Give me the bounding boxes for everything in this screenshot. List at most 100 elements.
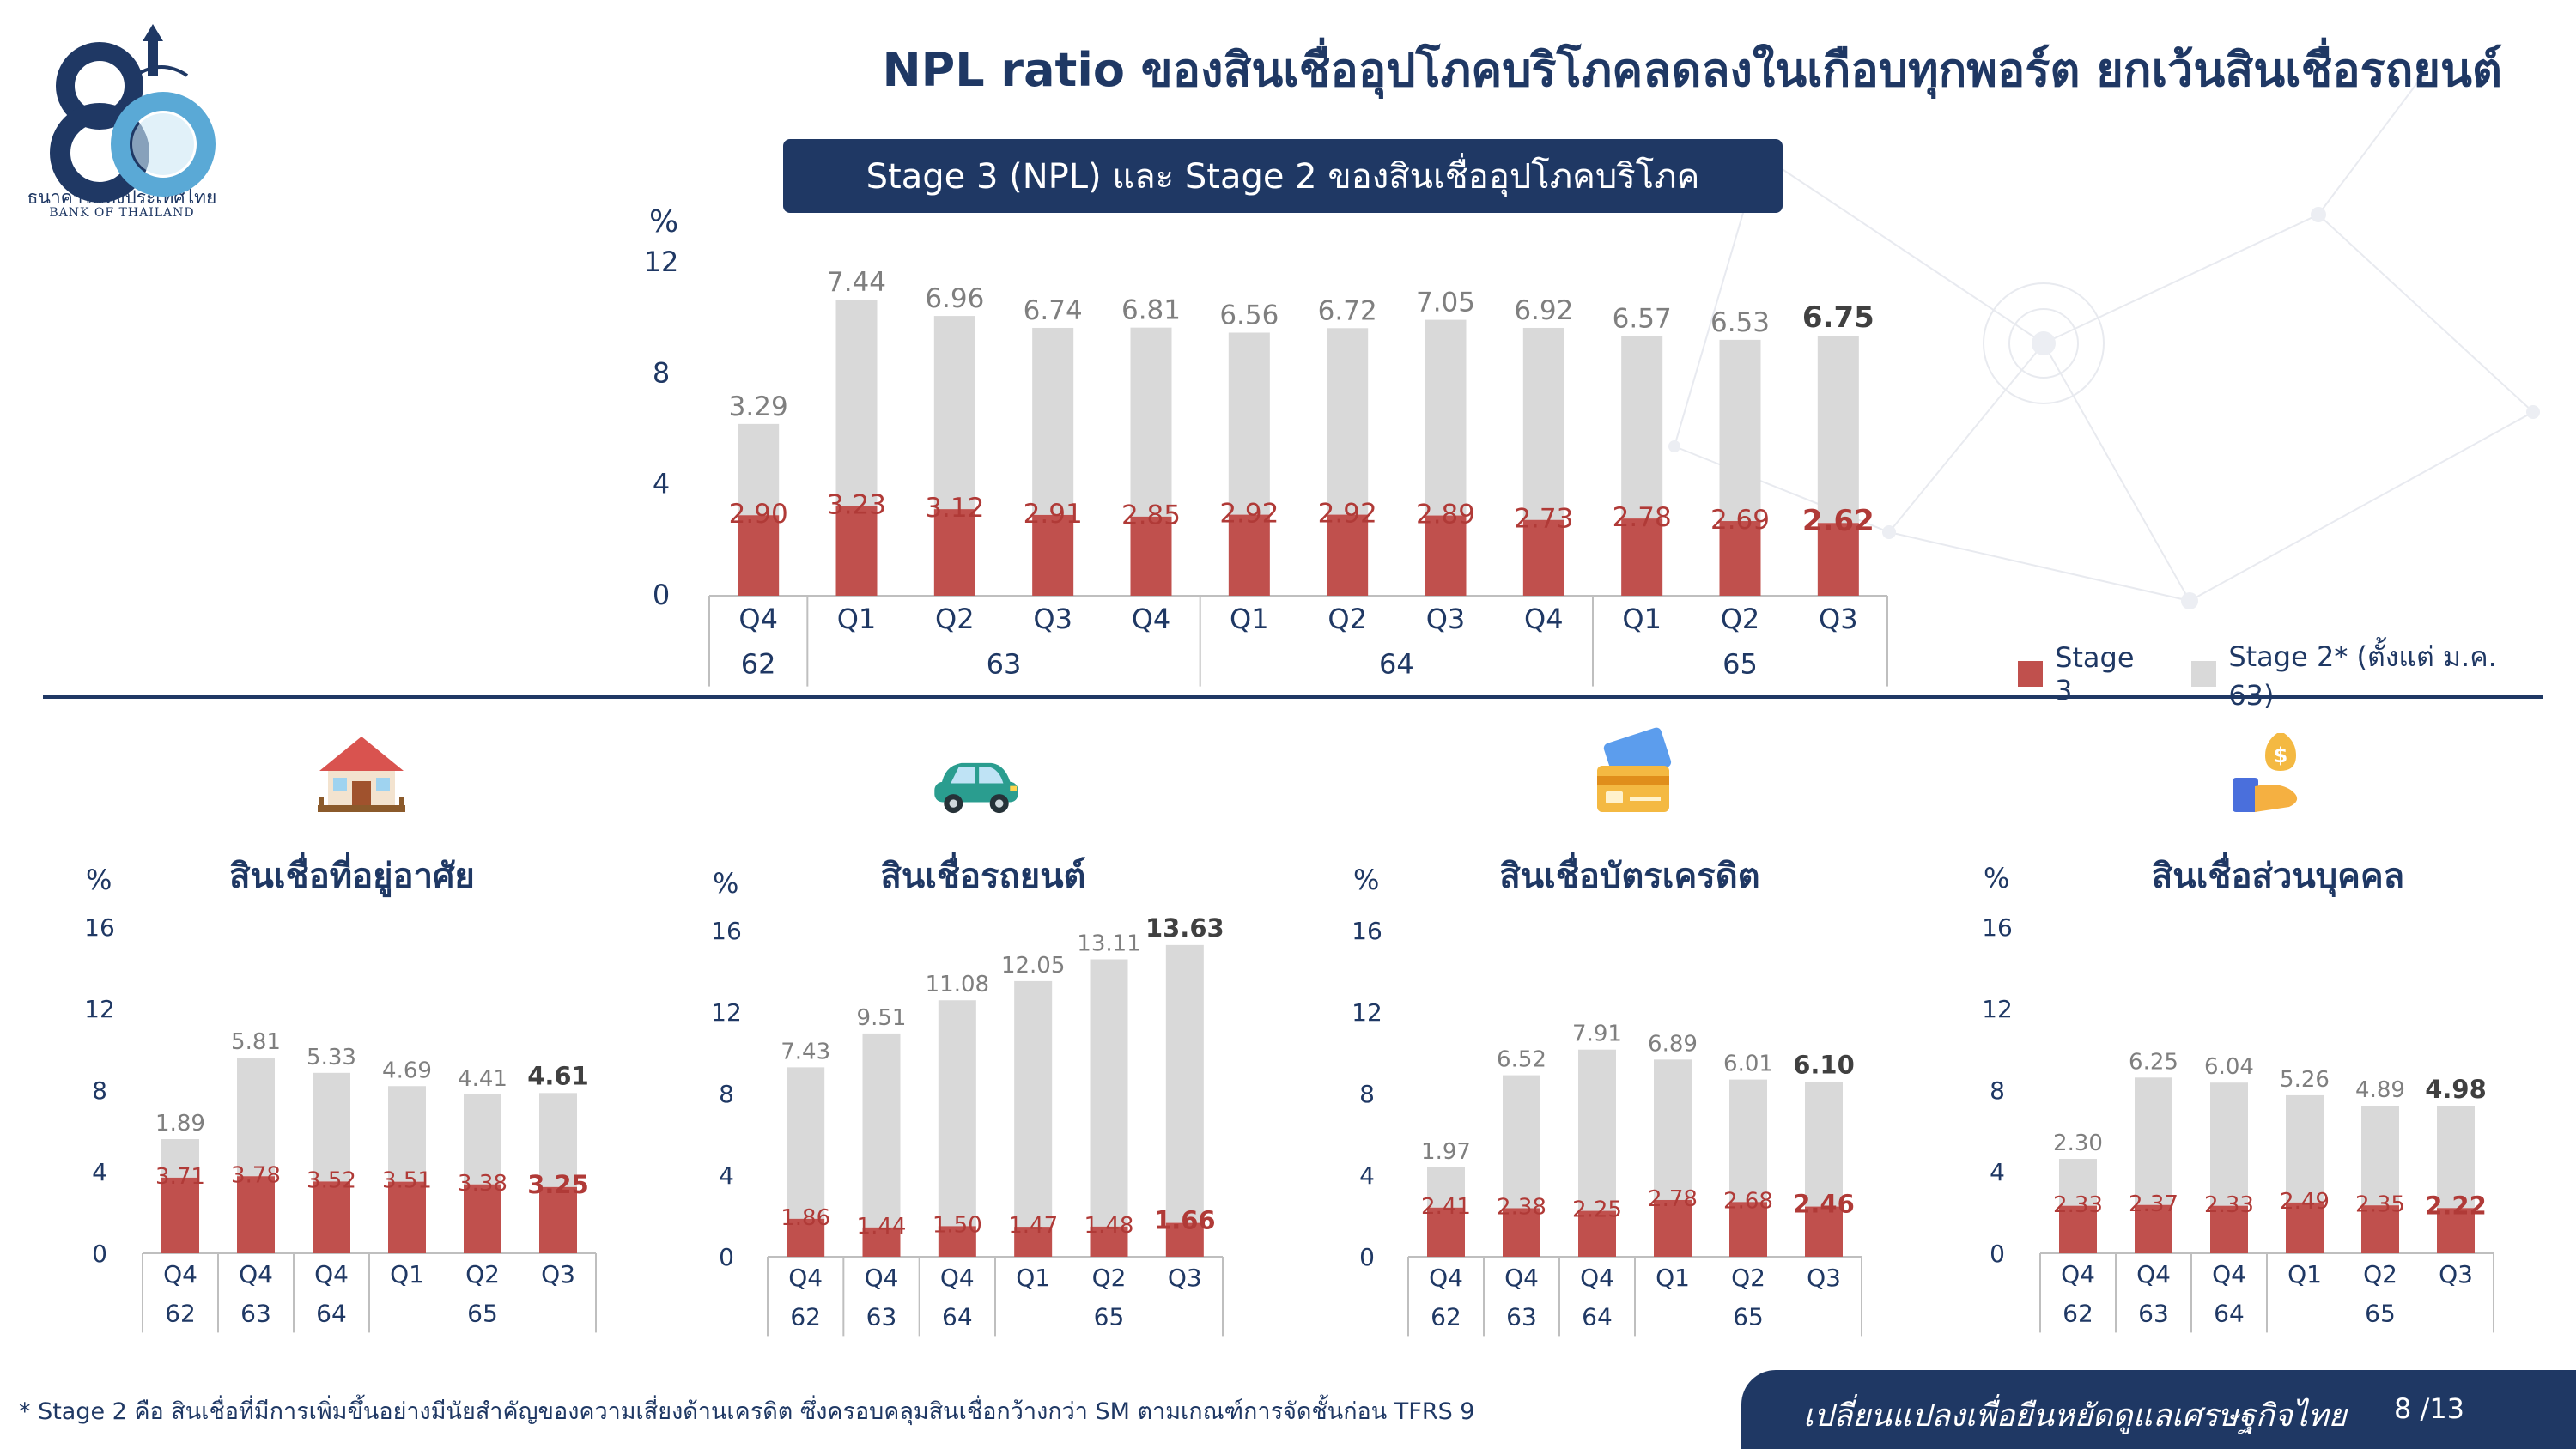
- auto-bar-stage3: [938, 1226, 976, 1257]
- page-title: NPL ratio ของสินเชื่ออุปโภคบริโภคลดลงในเ…: [882, 43, 2502, 97]
- auto-bar-stage3: [1090, 1226, 1128, 1257]
- main-x-tick-label: Q1: [1230, 603, 1269, 635]
- auto-x-tick-label: Q4: [940, 1264, 975, 1292]
- main-bar-stage2: [1327, 328, 1369, 515]
- personal-x-tick-label: Q2: [2363, 1260, 2397, 1288]
- housing-y-tick: 8: [92, 1076, 107, 1105]
- personal-bar-stage2: [2135, 1077, 2172, 1205]
- main-label-stage2: 7.05: [1416, 288, 1475, 318]
- personal-y-unit: %: [1984, 862, 2009, 894]
- main-bar-stage3: [835, 506, 878, 596]
- main-label-stage2: 7.44: [827, 267, 886, 298]
- housing-label-stage2: 1.89: [155, 1111, 205, 1137]
- housing-label-stage3: 3.25: [527, 1170, 589, 1199]
- main-x-tick-label: Q1: [837, 603, 877, 635]
- main-label-stage3: 2.78: [1613, 502, 1672, 533]
- main-label-stage3: 2.85: [1121, 500, 1181, 531]
- main-x-tick-label: Q4: [1524, 603, 1564, 635]
- housing-bar-stage2: [237, 1058, 275, 1177]
- personal-x-group-label: 65: [2365, 1300, 2396, 1328]
- personal-label-stage2: 2.30: [2053, 1131, 2103, 1156]
- housing-x-tick-label: Q4: [239, 1260, 273, 1288]
- personal-label-stage2: 6.25: [2129, 1049, 2178, 1075]
- housing-label-stage2: 4.69: [382, 1058, 432, 1083]
- auto-y-tick: 12: [711, 998, 742, 1027]
- chart-legend: Stage 3 Stage 2* (ตั้งแต่ ม.ค. 63): [2018, 635, 2576, 712]
- credit_card-bar-stage3: [1503, 1208, 1540, 1257]
- credit_card-label-stage2: 7.91: [1572, 1022, 1622, 1047]
- chart-subtitle: Stage 3 (NPL) และ Stage 2 ของสินเชื่ออุป…: [866, 157, 1700, 197]
- main-label-stage2: 6.74: [1024, 295, 1083, 326]
- personal-bar-stage3: [2437, 1208, 2475, 1253]
- personal-bar-stage3: [2210, 1205, 2248, 1253]
- auto-label-stage3: 1.50: [933, 1212, 982, 1238]
- main-label-stage3: 3.12: [925, 493, 984, 524]
- personal-label-stage2: 4.89: [2355, 1077, 2405, 1103]
- auto-bar-stage3: [787, 1218, 825, 1257]
- personal-x-tick-label: Q3: [2439, 1260, 2473, 1288]
- main-y-unit: %: [649, 204, 678, 239]
- main-x-group-label: 64: [1379, 647, 1414, 680]
- credit_card-label-stage2: 6.01: [1723, 1052, 1773, 1077]
- auto-x-tick-label: Q3: [1168, 1264, 1202, 1292]
- auto-loan-title: สินเชื่อรถยนต์: [880, 857, 1086, 896]
- housing-bar-stage2: [161, 1139, 199, 1178]
- auto-bar-stage2: [862, 1033, 901, 1228]
- personal-label-stage3: 2.37: [2129, 1191, 2178, 1217]
- personal-bar-stage3: [2286, 1202, 2324, 1253]
- auto-y-unit: %: [713, 867, 738, 900]
- footer-bar: เปลี่ยนแปลงเพื่อยืนหยัดดูแลเศรษฐกิจไทย 8…: [1741, 1370, 2576, 1449]
- main-x-tick-label: Q4: [738, 603, 778, 635]
- legend-label-stage2: Stage 2* (ตั้งแต่ ม.ค. 63): [2228, 640, 2497, 712]
- auto-x-group-label: 65: [1094, 1303, 1125, 1331]
- auto-label-stage2: 7.43: [781, 1039, 830, 1064]
- main-label-stage2: 6.53: [1710, 307, 1770, 338]
- auto-label-stage3: 1.44: [857, 1214, 907, 1240]
- main-bar-stage3: [1130, 516, 1172, 596]
- main-bar-stage3: [1621, 518, 1663, 596]
- housing-bar-stage2: [388, 1086, 426, 1182]
- auto-bar-stage2: [938, 1000, 976, 1227]
- credit_card-x-group-label: 63: [1506, 1303, 1537, 1331]
- credit_card-y-tick: 8: [1359, 1080, 1375, 1108]
- personal-bar-stage2: [2286, 1094, 2324, 1203]
- housing-bar-stage2: [464, 1094, 501, 1185]
- personal-x-group-label: 62: [2063, 1300, 2093, 1328]
- personal-label-stage3: 2.22: [2425, 1191, 2487, 1220]
- main-label-stage2: 6.96: [925, 283, 984, 314]
- housing-label-stage2: 4.61: [527, 1061, 589, 1090]
- main-bar-stage2: [1522, 327, 1564, 520]
- main-bar-stage3: [1719, 521, 1761, 596]
- page-number: 8 /13: [2394, 1392, 2465, 1425]
- personal-y-tick: 16: [1982, 913, 2013, 942]
- auto-label-stage2: 13.63: [1145, 913, 1224, 943]
- housing-label-stage2: 4.41: [458, 1066, 507, 1092]
- auto-label-stage2: 9.51: [857, 1005, 907, 1031]
- auto-label-stage2: 12.05: [1001, 953, 1065, 979]
- credit_card-y-tick: 0: [1359, 1243, 1375, 1271]
- main-bar-stage3: [1032, 514, 1074, 596]
- chart-subtitle-box: Stage 3 (NPL) และ Stage 2 ของสินเชื่ออุป…: [783, 139, 1783, 213]
- credit_card-y-tick: 12: [1352, 998, 1382, 1027]
- main-y-tick: 12: [644, 246, 679, 278]
- main-bar-stage2: [1130, 327, 1172, 517]
- credit_card-label-stage3: 2.68: [1723, 1188, 1773, 1214]
- housing-y-tick: 16: [84, 913, 115, 942]
- main-x-tick-label: Q4: [1132, 603, 1171, 635]
- housing-y-tick: 12: [84, 995, 115, 1023]
- auto-x-group-label: 63: [866, 1303, 897, 1331]
- personal-x-group-label: 63: [2138, 1300, 2169, 1328]
- main-label-stage3: 2.62: [1802, 504, 1874, 538]
- main-label-stage3: 2.91: [1024, 499, 1083, 530]
- main-label-stage3: 2.92: [1219, 498, 1279, 529]
- main-bar-stage3: [1327, 514, 1369, 596]
- housing-label-stage2: 5.33: [307, 1045, 356, 1070]
- auto-label-stage3: 1.47: [1008, 1213, 1058, 1239]
- main-x-tick-label: Q2: [935, 603, 975, 635]
- legend-item-stage2: Stage 2* (ตั้งแต่ ม.ค. 63): [2191, 635, 2542, 712]
- main-x-tick-label: Q2: [1721, 603, 1760, 635]
- logo-english-name: BANK OF THAILAND: [49, 206, 195, 220]
- main-y-tick: 4: [653, 468, 670, 500]
- section-divider: [43, 695, 2543, 699]
- credit_card-label-stage2: 6.52: [1497, 1047, 1546, 1073]
